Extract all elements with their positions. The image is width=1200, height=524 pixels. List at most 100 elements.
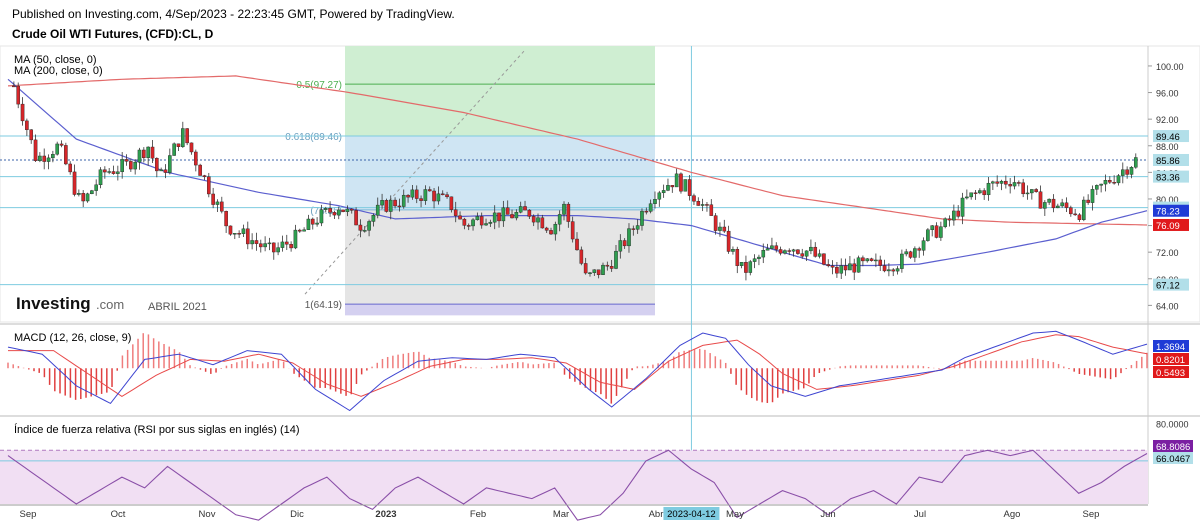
ma200-legend: MA (200, close, 0): [14, 65, 103, 77]
candle-body: [107, 171, 111, 173]
candle-body: [245, 228, 250, 245]
fib-gray-zone: [345, 209, 655, 305]
candle-body: [94, 184, 98, 191]
candle-body: [20, 103, 25, 122]
price-tag-label: 83.36: [1156, 173, 1180, 184]
candle-body: [137, 149, 142, 163]
price-tag: [1153, 218, 1189, 231]
candle-body: [38, 155, 42, 161]
macd-title: MACD (12, 26, close, 9): [14, 332, 131, 344]
fib-trend-line: [304, 49, 526, 295]
candle-body: [1095, 185, 1099, 190]
candle-body: [202, 175, 207, 177]
candle-body: [297, 229, 302, 232]
candle-body: [592, 269, 597, 273]
candle-body: [726, 230, 731, 252]
fib-level-label: 0.618(89.46): [285, 132, 342, 143]
candle-body: [826, 264, 831, 267]
candle-body: [1108, 180, 1112, 183]
candle-body: [622, 240, 627, 247]
candle-body: [111, 171, 116, 174]
candle-body: [237, 233, 241, 235]
candle-body: [1012, 182, 1017, 187]
candle-body: [289, 244, 293, 249]
candle-body: [228, 225, 233, 235]
candle-body: [895, 268, 900, 272]
candle-body: [679, 173, 683, 192]
candle-body: [77, 193, 81, 195]
candle-body: [423, 189, 428, 201]
candle-body: [419, 198, 423, 201]
candle-body: [1082, 199, 1086, 220]
x-tick-label: Mar: [553, 509, 569, 520]
candle-body: [891, 269, 896, 272]
price-tag-label: 76.09: [1156, 221, 1180, 232]
candle-body: [72, 171, 77, 195]
candle-body: [116, 171, 120, 174]
cursor-date-tag: [663, 507, 720, 520]
candle-body: [436, 193, 441, 202]
candle-body: [466, 225, 471, 227]
candle-body: [155, 158, 159, 172]
candle-body: [631, 228, 636, 230]
macd-value-label: 0.5493: [1156, 368, 1185, 379]
candle-body: [241, 228, 246, 234]
candle-body: [492, 212, 497, 223]
candle-body: [371, 215, 376, 222]
candle-body: [986, 182, 991, 196]
candle-body: [666, 185, 670, 191]
candle-body: [1051, 198, 1056, 209]
price-tag: [1153, 130, 1189, 143]
candle-body: [527, 209, 532, 217]
candle-body: [709, 204, 714, 216]
candle-body: [362, 230, 367, 232]
candle-body: [1125, 169, 1129, 175]
candle-body: [133, 161, 137, 170]
candle-body: [982, 190, 986, 196]
candle-body: [354, 210, 358, 226]
x-tick-label: Ago: [1004, 509, 1021, 520]
x-tick-label: Nov: [199, 509, 216, 520]
candle-body: [865, 258, 870, 262]
candle-body: [796, 249, 800, 254]
candle-body: [722, 226, 727, 232]
candle-body: [1069, 207, 1073, 215]
candle-body: [1008, 184, 1012, 187]
candle-body: [843, 265, 848, 271]
candle-body: [648, 203, 653, 212]
candle-body: [692, 195, 696, 202]
candle-body: [809, 246, 813, 252]
y-tick-label: 64.00: [1156, 301, 1179, 311]
candle-body: [553, 223, 558, 235]
candle-body: [991, 181, 995, 184]
candle-body: [917, 248, 922, 251]
x-tick-label: 2023: [375, 509, 396, 520]
candle-body: [159, 169, 163, 172]
candle-body: [544, 227, 549, 231]
candle-body: [618, 240, 623, 252]
candle-body: [168, 155, 172, 173]
candle-body: [852, 263, 857, 273]
candle-body: [207, 176, 211, 195]
x-tick-label: May: [726, 509, 744, 520]
candle-body: [211, 193, 215, 205]
fib-green-zone: [345, 46, 655, 137]
candle-body: [687, 179, 692, 196]
x-tick-label: Sep: [20, 509, 37, 520]
fib-level-label: 0.5(97.27): [296, 80, 342, 91]
candle-body: [497, 212, 501, 222]
macd-value-label: 0.8201: [1156, 355, 1185, 366]
candle-body: [874, 259, 878, 262]
candle-body: [181, 128, 185, 147]
candle-body: [380, 200, 384, 206]
candle-body: [973, 192, 978, 194]
candle-body: [774, 245, 779, 250]
candle-body: [293, 229, 298, 249]
ma50-legend: MA (50, close, 0): [14, 54, 97, 66]
candle-body: [220, 201, 224, 212]
rsi-band: [0, 450, 1148, 504]
candle-body: [1056, 205, 1060, 209]
candle-body: [401, 194, 406, 207]
candle-body: [523, 206, 527, 211]
